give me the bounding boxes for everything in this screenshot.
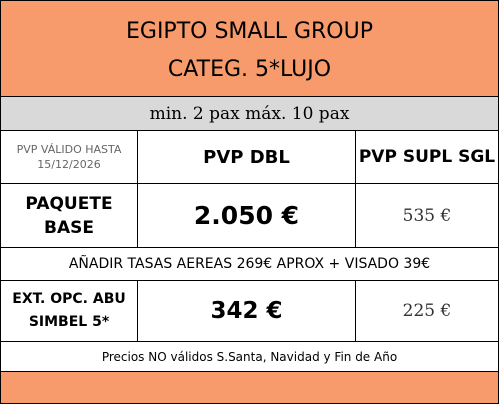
valid-until-date: 15/12/2026	[37, 158, 101, 171]
paquete-base-sgl-price: 535 €	[402, 205, 452, 226]
paquete-base-dbl-price: 2.050 €	[193, 201, 300, 230]
row-label-line-2: SIMBEL 5*	[28, 314, 110, 330]
row-label-paquete-base: PAQUETE BASE	[1, 184, 137, 247]
valid-until-label: PVP VÁLIDO HASTA	[16, 143, 122, 156]
row-label-ext-abu-simbel: EXT. OPC. ABU SIMBEL 5*	[1, 281, 137, 341]
footer-banner	[1, 372, 498, 403]
valid-until-cell: PVP VÁLIDO HASTA 15/12/2026	[1, 131, 137, 183]
pax-range-text: min. 2 pax máx. 10 pax	[149, 103, 350, 124]
taxes-note: AÑADIR TASAS AEREAS 269€ APROX + VISADO …	[68, 256, 431, 272]
row-label-line-2: BASE	[44, 217, 94, 238]
header-banner: EGIPTO SMALL GROUP CATEG. 5*LUJO	[1, 1, 498, 96]
pvp-dbl-header: PVP DBL	[203, 146, 290, 168]
ext-abu-simbel-dbl-price: 342 €	[210, 298, 283, 324]
title-line-2: CATEG. 5*LUJO	[167, 56, 332, 82]
row-label-line-1: EXT. OPC. ABU	[12, 291, 126, 307]
ext-abu-simbel-sgl-price: 225 €	[402, 301, 452, 321]
row-label-line-1: PAQUETE	[25, 193, 113, 214]
title-line-1: EGIPTO SMALL GROUP	[126, 18, 373, 44]
validity-footer-note: Precios NO válidos S.Santa, Navidad y Fi…	[101, 349, 398, 364]
pvp-supl-sgl-header: PVP SUPL SGL	[358, 147, 496, 167]
pax-range-bar: min. 2 pax máx. 10 pax	[1, 97, 498, 130]
